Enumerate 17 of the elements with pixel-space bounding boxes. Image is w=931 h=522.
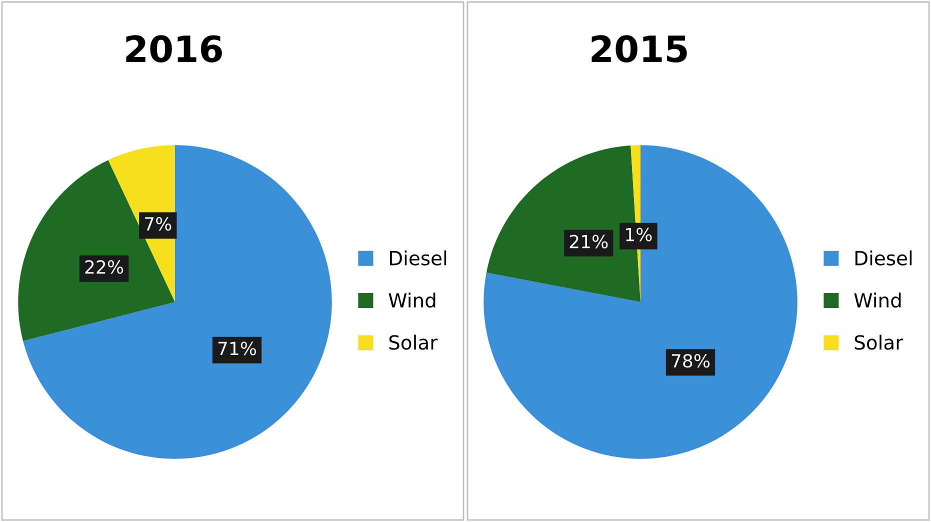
legend-label: Solar xyxy=(389,334,438,350)
legend-label: Diesel xyxy=(390,250,446,266)
chart-title: 2015 xyxy=(592,35,687,62)
data-label: 71% xyxy=(218,342,256,356)
data-label: 1% xyxy=(626,228,652,242)
data-label: 22% xyxy=(85,260,124,274)
legend-label: Wind xyxy=(388,292,436,308)
legend-label: Solar xyxy=(854,334,904,350)
pie-slice xyxy=(18,160,175,342)
pie-slice xyxy=(23,145,332,459)
chart-title: 2016 xyxy=(126,35,222,62)
pie-slice xyxy=(484,145,798,459)
data-label: 21% xyxy=(570,234,608,248)
data-label: 78% xyxy=(672,354,710,368)
legend-label: Diesel xyxy=(855,250,912,266)
data-label: 7% xyxy=(145,217,172,231)
legend-label: Wind xyxy=(854,292,901,308)
